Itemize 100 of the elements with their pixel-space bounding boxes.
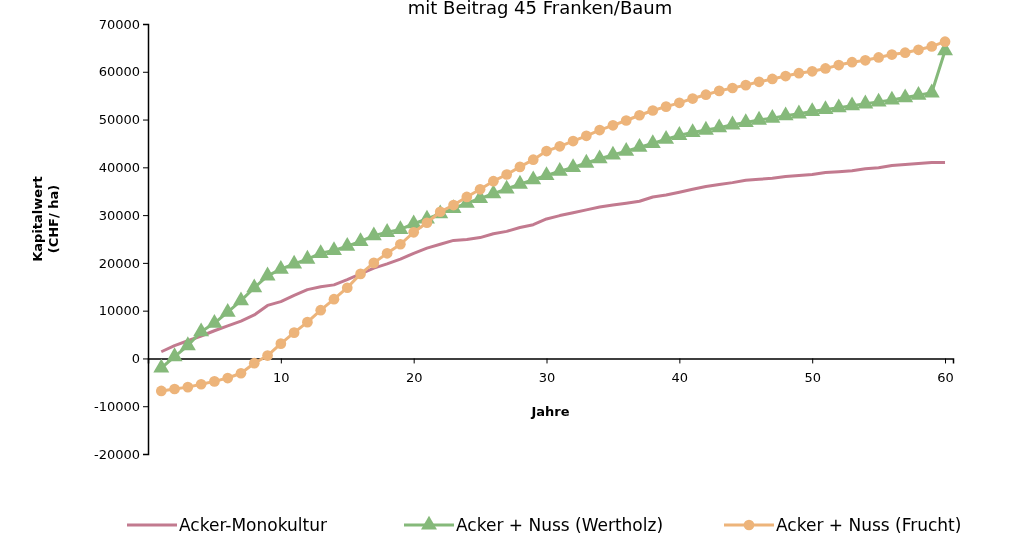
point <box>674 97 685 109</box>
point <box>395 238 406 250</box>
point <box>926 41 938 52</box>
point <box>288 327 300 338</box>
point <box>209 376 220 387</box>
point <box>538 166 555 181</box>
x-tick-label: 20 <box>405 370 423 386</box>
point <box>368 257 380 269</box>
point <box>233 291 249 306</box>
point <box>169 383 180 395</box>
point <box>844 96 861 111</box>
point <box>804 102 821 117</box>
x-axis-title: Jahre <box>530 404 570 420</box>
point <box>647 105 659 116</box>
point <box>379 223 396 237</box>
point <box>859 54 871 66</box>
legend-label: Acker + Nuss (Wertholz) <box>456 515 664 535</box>
point <box>195 378 207 390</box>
point <box>618 141 635 156</box>
point <box>923 83 940 98</box>
point <box>660 101 672 112</box>
point <box>753 76 765 88</box>
point <box>897 88 914 103</box>
y-tick-label: 30000 <box>98 207 140 223</box>
point <box>219 302 236 317</box>
x-tick-label: 60 <box>937 370 954 386</box>
point <box>485 184 502 199</box>
legend-label: Acker + Nuss (Frucht) <box>776 515 962 535</box>
point <box>182 381 194 393</box>
point <box>514 161 526 173</box>
point <box>817 100 834 115</box>
point <box>644 134 661 149</box>
chart-title: mit Beitrag 45 Franken/Baum <box>407 0 673 18</box>
x-tick-label: 30 <box>538 370 556 386</box>
y-tick-label: 60000 <box>98 64 140 80</box>
point <box>604 145 621 160</box>
point <box>155 385 167 397</box>
point <box>620 115 632 126</box>
point <box>339 236 356 251</box>
point <box>806 65 818 77</box>
point <box>312 244 329 258</box>
point <box>883 90 900 105</box>
point <box>541 145 552 157</box>
point <box>899 47 911 59</box>
point <box>166 347 183 362</box>
point <box>793 67 805 79</box>
point <box>262 350 273 361</box>
point <box>873 52 884 63</box>
y-tick-label: 40000 <box>98 159 140 175</box>
point <box>727 82 738 94</box>
point <box>697 120 714 135</box>
point <box>910 85 927 100</box>
point <box>724 115 741 130</box>
y-tick-label: -10000 <box>93 398 140 414</box>
point <box>272 259 289 274</box>
point <box>525 170 542 185</box>
point <box>857 94 874 109</box>
point <box>235 367 247 379</box>
point <box>527 154 539 166</box>
point <box>381 247 393 259</box>
y-tick-label: -20000 <box>93 446 140 462</box>
point <box>607 119 619 131</box>
y-tick-label: 70000 <box>98 16 140 32</box>
point <box>206 313 223 328</box>
point <box>501 169 513 180</box>
point <box>421 217 433 229</box>
point <box>846 56 858 68</box>
point <box>275 338 287 349</box>
point <box>302 316 313 328</box>
point <box>179 336 196 351</box>
point <box>713 85 725 97</box>
point <box>326 241 342 256</box>
point <box>740 79 752 91</box>
point <box>246 278 263 293</box>
point <box>751 110 768 125</box>
y-tick-label: 10000 <box>98 303 140 319</box>
y-tick-label: 0 <box>131 351 140 367</box>
point <box>461 191 473 203</box>
point <box>352 232 369 246</box>
point <box>488 175 499 187</box>
y-tick-label: 20000 <box>98 255 140 271</box>
point <box>594 124 605 136</box>
point <box>591 149 608 164</box>
point <box>764 108 781 123</box>
point <box>790 104 807 119</box>
y-tick-label: 50000 <box>98 112 140 128</box>
x-tick-label: 50 <box>804 370 821 386</box>
point <box>259 266 276 281</box>
x-tick-label: 10 <box>273 370 290 386</box>
point <box>355 268 366 280</box>
point <box>299 249 316 264</box>
point <box>498 179 515 194</box>
point <box>711 118 728 133</box>
point <box>780 70 791 82</box>
x-tick-label: 40 <box>671 370 689 386</box>
point <box>474 183 486 195</box>
point <box>581 130 592 142</box>
point <box>511 174 528 189</box>
point <box>737 113 754 128</box>
legend-label: Acker-Monokultur <box>179 515 327 535</box>
